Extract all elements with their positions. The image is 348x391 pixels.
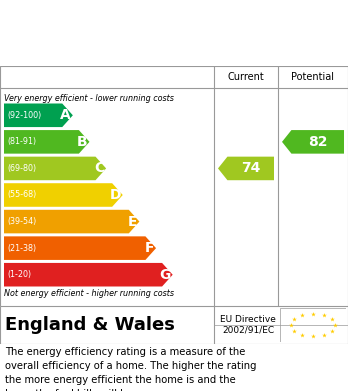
Text: B: B [77, 135, 87, 149]
Text: (81-91): (81-91) [7, 137, 36, 146]
Text: England & Wales: England & Wales [5, 316, 175, 334]
Polygon shape [4, 104, 73, 127]
Text: C: C [94, 161, 104, 176]
Polygon shape [282, 130, 344, 154]
Text: Energy Efficiency Rating: Energy Efficiency Rating [10, 41, 240, 59]
Text: EU Directive
2002/91/EC: EU Directive 2002/91/EC [220, 315, 276, 335]
Polygon shape [4, 263, 173, 287]
Text: (39-54): (39-54) [7, 217, 36, 226]
Text: The energy efficiency rating is a measure of the
overall efficiency of a home. T: The energy efficiency rating is a measur… [5, 347, 256, 391]
Polygon shape [4, 130, 89, 154]
Text: D: D [109, 188, 121, 202]
Polygon shape [218, 157, 274, 180]
Text: (1-20): (1-20) [7, 270, 31, 279]
Text: (69-80): (69-80) [7, 164, 36, 173]
Text: E: E [128, 215, 137, 229]
Text: (92-100): (92-100) [7, 111, 41, 120]
Text: A: A [60, 108, 71, 122]
Polygon shape [4, 183, 123, 207]
Text: Potential: Potential [292, 72, 334, 82]
Text: Very energy efficient - lower running costs: Very energy efficient - lower running co… [4, 94, 174, 103]
Polygon shape [4, 210, 140, 233]
Text: F: F [144, 241, 154, 255]
Text: Current: Current [228, 72, 264, 82]
Text: (21-38): (21-38) [7, 244, 36, 253]
Polygon shape [4, 236, 156, 260]
Text: (55-68): (55-68) [7, 190, 36, 199]
Text: 82: 82 [308, 135, 327, 149]
Polygon shape [4, 157, 106, 180]
Text: G: G [159, 268, 171, 282]
Text: 74: 74 [241, 161, 260, 176]
Text: Not energy efficient - higher running costs: Not energy efficient - higher running co… [4, 289, 174, 298]
